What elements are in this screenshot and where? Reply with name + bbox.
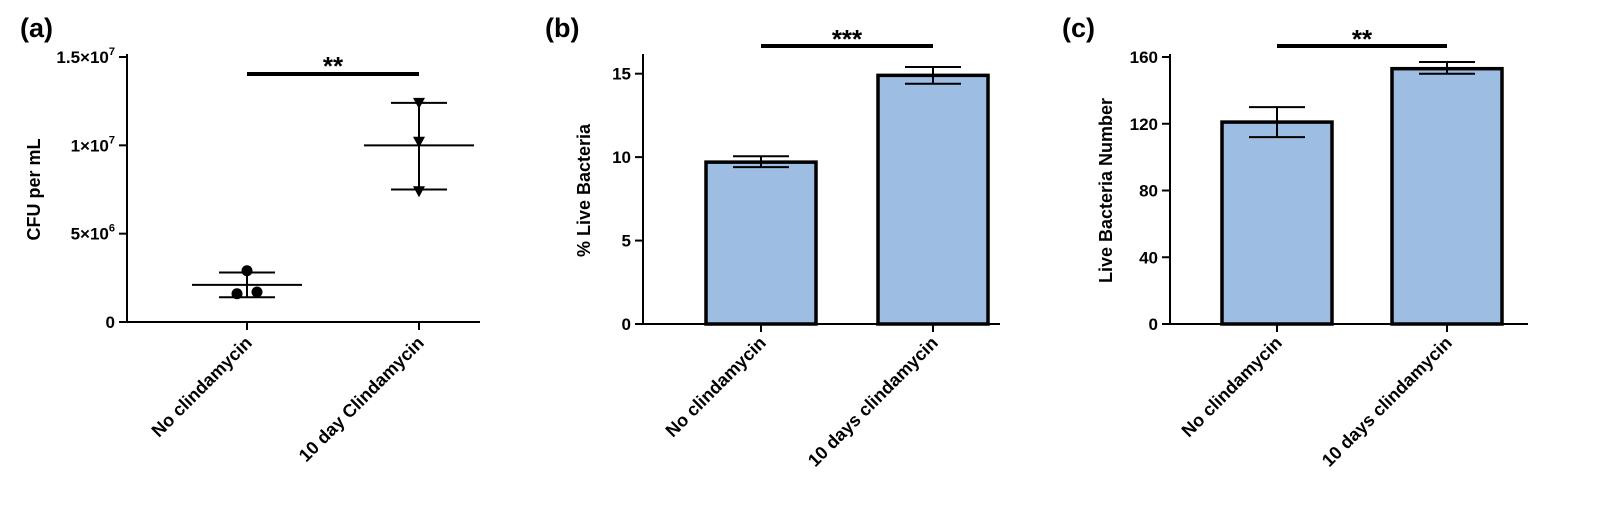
y-tick-label: 160 xyxy=(1130,48,1158,67)
y-tick-label-base: 0 xyxy=(106,313,115,332)
x-tick-label: No clindamycin xyxy=(1178,333,1286,441)
y-tick-label-exponent: 7 xyxy=(109,46,115,58)
y-tick-label: 1×107 xyxy=(71,134,115,155)
y-tick-label: 0 xyxy=(1149,315,1158,334)
axes xyxy=(126,54,480,330)
y-tick-label: 5×106 xyxy=(71,223,115,244)
data-point xyxy=(231,288,243,300)
y-axis-title: Live Bacteria Number xyxy=(1096,98,1116,283)
panel-c: (c) Live Bacteria Number No clindamycin 10 … xyxy=(1062,13,1528,471)
y-tick-label-base: 5×10 xyxy=(71,225,109,244)
axes xyxy=(1169,54,1528,332)
y-tick-label-base: 1.5×10 xyxy=(56,48,108,67)
x-tick-label: 10 days clindamycin xyxy=(804,333,942,471)
bar xyxy=(1220,120,1334,326)
y-tick-label-exponent: 7 xyxy=(109,134,115,146)
data-point xyxy=(413,97,425,109)
y-tick-label: 40 xyxy=(1139,248,1158,267)
bar xyxy=(704,160,818,326)
x-tick-label: 10 days clindamycin xyxy=(1318,333,1456,471)
series-1 xyxy=(192,265,302,300)
panel-label: (c) xyxy=(1062,13,1095,43)
y-tick-label: 1.5×107 xyxy=(56,46,115,67)
significance-label: *** xyxy=(832,24,863,54)
y-tick-label: 15 xyxy=(612,65,631,84)
y-tick-label: 5 xyxy=(622,232,631,251)
significance-label: ** xyxy=(323,51,344,81)
panel-b: (b) % Live Bacteria No clindamycin 10 days … xyxy=(545,13,1000,471)
y-tick-label: 0 xyxy=(106,313,115,332)
y-axis-title: CFU per mL xyxy=(24,138,44,240)
x-tick-label: No clindamycin xyxy=(662,333,770,441)
panel-label: (a) xyxy=(20,13,53,43)
panel-a: (a) CFU per mL No clindamycin 10 day Clinda… xyxy=(20,13,480,466)
y-tick-label-exponent: 6 xyxy=(109,223,115,235)
bar xyxy=(1390,66,1504,326)
significance-label: ** xyxy=(1352,24,1373,54)
y-axis-title: % Live Bacteria xyxy=(574,123,594,257)
series-2 xyxy=(364,97,474,198)
y-tick-label-base: 1×10 xyxy=(71,136,109,155)
data-point xyxy=(241,265,253,277)
x-tick-label: No clindamycin xyxy=(148,333,256,441)
y-tick-label: 120 xyxy=(1130,115,1158,134)
y-tick-label: 80 xyxy=(1139,182,1158,201)
bar xyxy=(876,73,990,326)
axes xyxy=(642,54,1000,332)
x-tick-label: 10 day Clindamycin xyxy=(295,333,428,466)
data-point xyxy=(413,136,425,148)
y-tick-label: 0 xyxy=(622,315,631,334)
data-point xyxy=(251,286,263,298)
data-point xyxy=(413,186,425,198)
panel-label: (b) xyxy=(545,13,579,43)
y-tick-label: 10 xyxy=(612,148,631,167)
